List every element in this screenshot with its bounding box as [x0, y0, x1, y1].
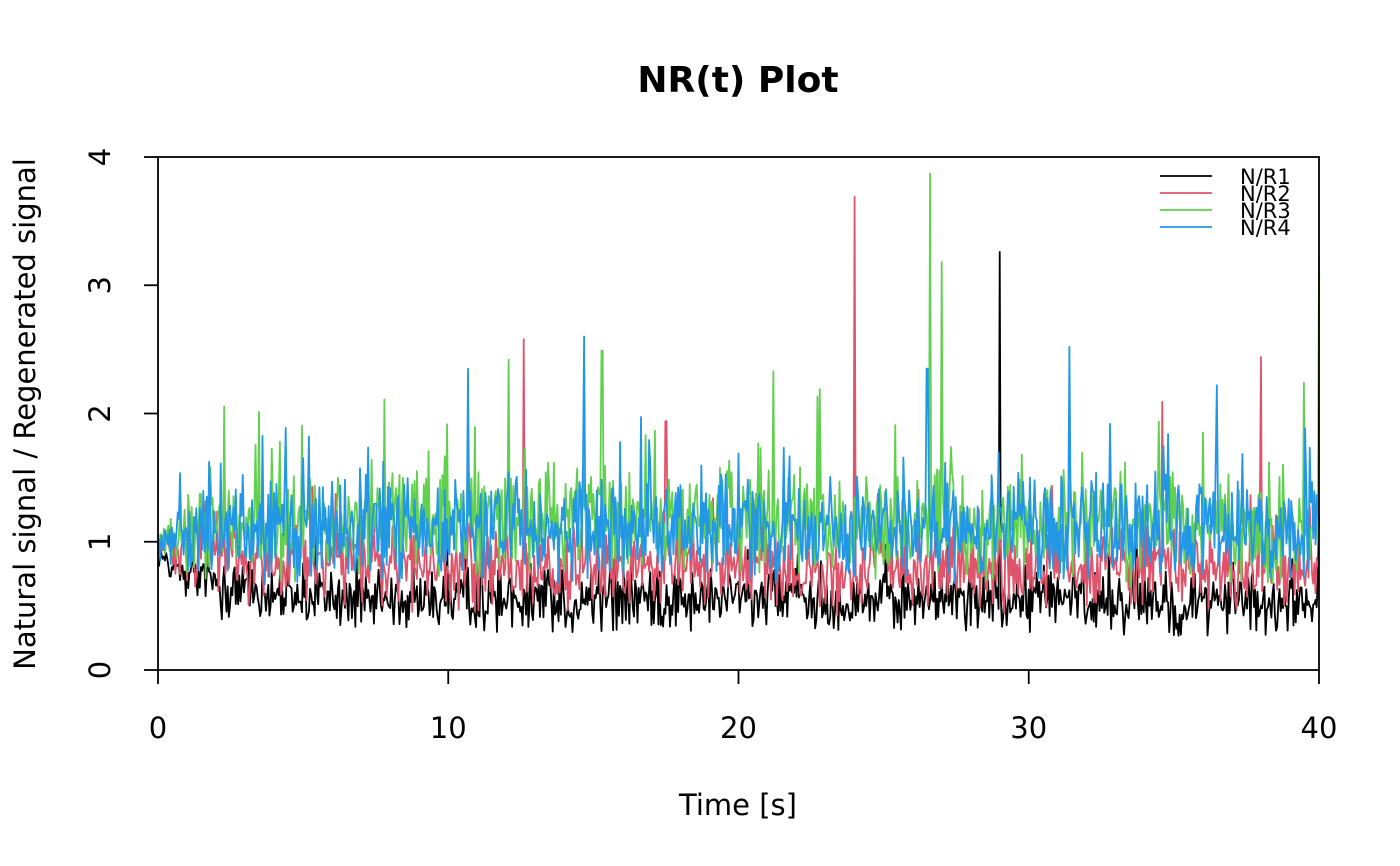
- x-tick-label: 30: [1010, 711, 1047, 745]
- x-axis: 0 10 20 30 40: [149, 670, 1338, 745]
- y-axis: 0 1 2 3 4: [83, 148, 158, 679]
- y-tick-label: 0: [83, 661, 117, 679]
- x-tick-label: 20: [720, 711, 757, 745]
- legend-label-4: N/R4: [1240, 216, 1291, 240]
- y-tick-label: 3: [83, 276, 117, 294]
- series-line-1: [157, 251, 1320, 637]
- y-tick-label: 1: [83, 533, 117, 551]
- x-tick-label: 10: [430, 711, 467, 745]
- series-line-3: [157, 172, 1320, 588]
- x-tick-label: 40: [1301, 711, 1338, 745]
- series-layer: [157, 172, 1320, 637]
- x-tick-label: 0: [149, 711, 167, 745]
- series-line-4: [157, 335, 1320, 586]
- legend-label-2: N/R2: [1240, 182, 1291, 206]
- y-tick-label: 4: [83, 148, 117, 166]
- y-axis-label: Natural signal / Regenerated signal: [8, 158, 42, 670]
- legend-label-1: N/R1: [1240, 165, 1291, 189]
- legend: N/R1N/R2N/R3N/R4: [1160, 165, 1291, 240]
- y-tick-label: 2: [83, 404, 117, 422]
- legend-label-3: N/R3: [1240, 199, 1291, 223]
- x-axis-label: Time [s]: [678, 788, 797, 822]
- chart-title: NR(t) Plot: [637, 60, 838, 101]
